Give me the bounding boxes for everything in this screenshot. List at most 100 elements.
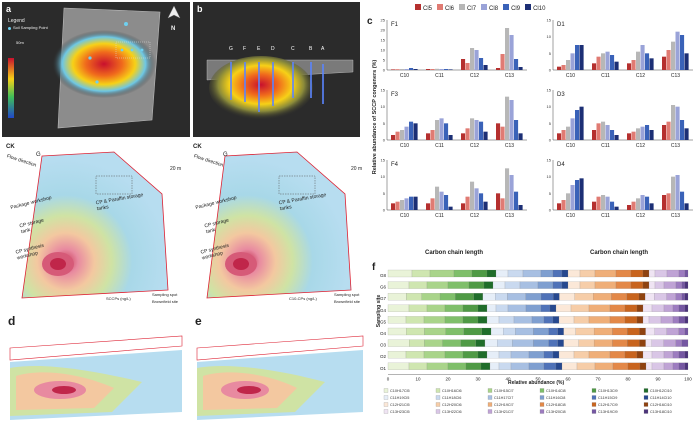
bar-segment: [651, 339, 664, 347]
bar-segment: [477, 304, 488, 312]
bar-segment: [552, 351, 560, 359]
panel-f: f Sampling site G8 G6 G7 G4 G5 O4 O3 O2 O1 0 10 20 3…: [370, 262, 698, 424]
bar: [610, 55, 615, 70]
bar-segment: [639, 339, 646, 347]
marker-a: A: [321, 46, 325, 52]
site-label: G6: [380, 285, 387, 290]
subplot-d1: 0 5 10 15 D1 C10 C11 C12 C13: [547, 18, 693, 79]
subplot-title: D3: [557, 92, 565, 98]
legend-swatch: [591, 395, 597, 400]
bar: [596, 123, 601, 140]
bar: [631, 201, 636, 210]
bar: [636, 128, 641, 140]
bar-segment: [533, 339, 549, 347]
legend-swatch: [643, 388, 649, 393]
legend-label: C13H23Cl5: [390, 410, 410, 414]
subplot-title: F4: [391, 162, 399, 168]
bar-segment: [672, 304, 680, 312]
bar-segment: [460, 339, 476, 347]
legend-cl9-label: Cl9: [511, 6, 521, 12]
bar-segment: [553, 293, 560, 301]
bar: [627, 133, 632, 140]
bar: [448, 135, 453, 140]
bar-segment: [609, 304, 626, 312]
bar: [500, 198, 505, 210]
bar-segment: [636, 351, 644, 359]
bar-segment: [579, 269, 596, 278]
bar: [404, 69, 409, 70]
bar: [404, 198, 409, 210]
bar: [400, 130, 405, 140]
subplot-title: D1: [557, 22, 565, 28]
bar-segment: [615, 269, 632, 278]
bar: [483, 201, 488, 210]
x-tick-label: C11: [435, 143, 444, 149]
x-tick-label: C11: [435, 213, 444, 219]
bar-segment: [486, 304, 497, 312]
legend-swatch: [539, 402, 545, 407]
bar: [509, 100, 514, 140]
bar-segment: [447, 281, 470, 289]
panel-e-label: e: [195, 314, 202, 328]
bar: [579, 178, 584, 210]
bar: [426, 69, 431, 70]
bar-segment: [561, 269, 569, 278]
bar-segment: [426, 304, 446, 312]
bar: [404, 126, 409, 140]
map-left-svg: [21, 151, 169, 299]
x-tick-label: C10: [566, 213, 575, 219]
x-tick-label: C13: [671, 143, 680, 149]
y-tick-label: 15: [547, 18, 552, 23]
bar-segment: [576, 362, 596, 370]
bar-segment: [463, 327, 483, 336]
legend-cl10-label: Cl10: [533, 6, 546, 12]
legend-label: C12H18Cl8: [546, 403, 566, 407]
scale-bar: 20 m: [351, 166, 363, 172]
legend-swatch: [435, 409, 441, 414]
scale-bar: 20 m: [170, 166, 182, 172]
bar-segment: [528, 362, 545, 370]
bar-segment: [462, 351, 479, 359]
bar-segment: [612, 362, 629, 370]
bar: [448, 206, 453, 210]
bar-segment: [593, 327, 613, 336]
bar: [680, 120, 685, 140]
bar: [684, 203, 689, 210]
bar-segment: [537, 281, 554, 289]
bar: [640, 45, 645, 70]
bar: [496, 193, 501, 210]
legend-cl10: Cl10: [525, 4, 545, 12]
bar-segment: [515, 327, 534, 336]
bar-segment: [681, 281, 686, 289]
bar: [649, 130, 654, 140]
bar-segment: [638, 293, 646, 301]
bar-segment: [409, 339, 425, 347]
bar-segment: [503, 327, 516, 336]
bar-segment: [642, 351, 653, 359]
subplot-f1: 0 5 10 15 20 25 F1 C10 C11 C12 C13: [381, 18, 527, 79]
bar: [409, 196, 414, 210]
bar-segment: [574, 293, 594, 301]
bar: [426, 203, 431, 210]
bar-segment: [426, 362, 449, 370]
bar-segment: [387, 304, 410, 312]
x-tick-label: C10: [400, 73, 409, 79]
bar-segment: [481, 327, 492, 336]
x-tick-label: 30: [475, 376, 481, 381]
bar-segment: [660, 316, 674, 324]
legend-cl9: Cl9: [503, 4, 520, 12]
bar-segment: [477, 316, 488, 324]
bar-segment: [642, 269, 650, 278]
bar: [601, 195, 606, 210]
bar: [430, 130, 435, 140]
legend-swatch: [383, 409, 389, 414]
bar-segment: [387, 362, 410, 370]
bar: [557, 203, 562, 210]
map-right-svg: [206, 151, 352, 299]
bar: [496, 123, 501, 140]
panel-a-label: a: [6, 4, 12, 14]
bar-segment: [672, 351, 680, 359]
subplot-title: F3: [391, 92, 399, 98]
bar: [645, 125, 650, 140]
panel-e: e: [189, 312, 369, 422]
